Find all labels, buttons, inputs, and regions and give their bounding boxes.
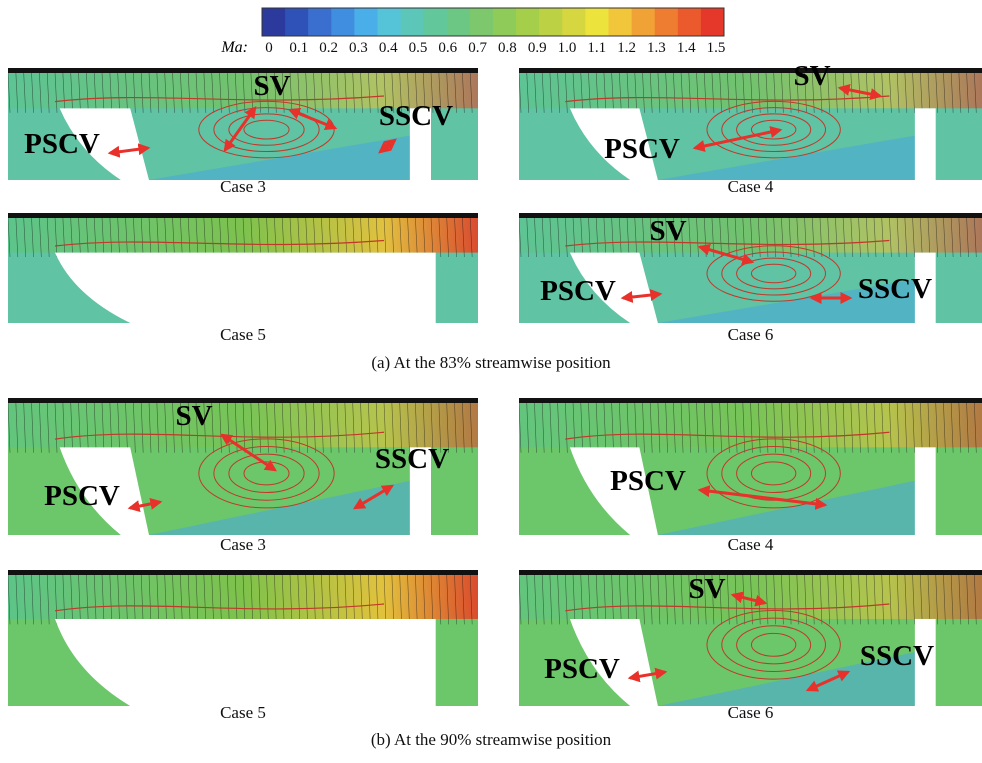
- panel-body: [519, 570, 982, 706]
- panel-caption: Case 4: [728, 177, 774, 196]
- colorbar-swatch: [262, 8, 286, 36]
- flow-panel: [8, 570, 478, 706]
- colorbar-swatch: [562, 8, 586, 36]
- colorbar-tick-label: 0.8: [498, 40, 517, 56]
- vortex-label: SV: [175, 400, 212, 432]
- group-caption: (a) At the 83% streamwise position: [371, 353, 611, 372]
- colorbar-swatch: [308, 8, 332, 36]
- colorbar-swatch: [447, 8, 471, 36]
- colorbar-swatch: [470, 8, 494, 36]
- colorbar-tick-label: 1.2: [617, 40, 636, 56]
- colorbar-swatch: [655, 8, 679, 36]
- vortex-label: SV: [253, 70, 290, 102]
- colorbar-tick-label: 0.1: [289, 40, 308, 56]
- colorbar-tick-label: 0.6: [438, 40, 457, 56]
- panel-caption: Case 5: [220, 325, 266, 344]
- panel-caption: Case 6: [728, 325, 774, 344]
- vortex-label: PSCV: [544, 653, 620, 685]
- vortex-label: SSCV: [858, 273, 932, 305]
- vortex-label: PSCV: [44, 480, 120, 512]
- colorbar-tick-label: 1.1: [587, 40, 606, 56]
- colorbar-tick-label: 0.5: [409, 40, 428, 56]
- colorbar-swatch: [401, 8, 425, 36]
- panel-body: [519, 398, 982, 535]
- colorbar-swatch: [378, 8, 402, 36]
- colorbar-tick-label: 0.4: [379, 40, 398, 56]
- flow-panel: [519, 570, 982, 706]
- blade: [55, 619, 436, 706]
- vortex-label: PSCV: [24, 128, 100, 160]
- flow-panel: [8, 213, 478, 323]
- colorbar-swatch: [701, 8, 725, 36]
- panel-body: [8, 213, 478, 323]
- colorbar-swatch: [585, 8, 609, 36]
- panel-body: [8, 570, 478, 706]
- colorbar-tick-label: 0.3: [349, 40, 368, 56]
- vortex-label: SV: [649, 215, 686, 247]
- panel-caption: Case 3: [220, 535, 266, 554]
- vortex-label: PSCV: [604, 133, 680, 165]
- vortex-label: SSCV: [379, 100, 453, 132]
- flow-panel: [519, 68, 982, 180]
- colorbar-swatch: [424, 8, 448, 36]
- vortex-label: PSCV: [540, 275, 616, 307]
- flow-panel: [519, 398, 982, 535]
- colorbar-tick-label: 0.9: [528, 40, 547, 56]
- colorbar-swatch: [678, 8, 702, 36]
- group-caption: (b) At the 90% streamwise position: [371, 730, 612, 749]
- panel-caption: Case 4: [728, 535, 774, 554]
- colorbar-tick-label: 1.0: [558, 40, 577, 56]
- colorbar-swatch: [285, 8, 309, 36]
- colorbar-swatch: [609, 8, 633, 36]
- colorbar-tick-label: 0: [265, 40, 273, 56]
- colorbar-swatch: [516, 8, 540, 36]
- vortex-label: SV: [793, 60, 830, 92]
- colorbar-tick-label: 0.7: [468, 40, 487, 56]
- panel-caption: Case 3: [220, 177, 266, 196]
- colorbar-swatch: [331, 8, 355, 36]
- blade-tip: [915, 447, 936, 535]
- colorbar-swatch: [354, 8, 378, 36]
- colorbar-tick-label: 1.5: [707, 40, 726, 56]
- colorbar-label: Ma:: [220, 39, 248, 56]
- colorbar-tick-label: 1.3: [647, 40, 666, 56]
- vortex-label: SSCV: [375, 443, 449, 475]
- figure: Ma: 0 0.1 0.2 0.3 0.4 0.5 0.6 0.7 0.8 0.9 1.0 1.1 1.…: [0, 0, 982, 763]
- vortex-label: SSCV: [860, 640, 934, 672]
- blade-tip: [915, 108, 936, 180]
- colorbar-swatch: [632, 8, 656, 36]
- colorbar-tick-label: 0.2: [319, 40, 338, 56]
- colorbar-swatch: [493, 8, 517, 36]
- colorbar-tick-label: 1.4: [677, 40, 696, 56]
- vortex-label: SV: [688, 573, 725, 605]
- colorbar-swatch: [539, 8, 563, 36]
- panel-caption: Case 5: [220, 703, 266, 722]
- panel-caption: Case 6: [728, 703, 774, 722]
- blade: [55, 253, 436, 323]
- vortex-label: PSCV: [610, 465, 686, 497]
- panel-body: [519, 68, 982, 180]
